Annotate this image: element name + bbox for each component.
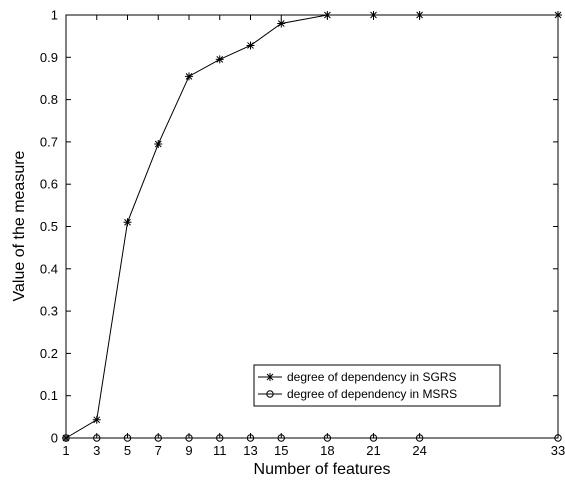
y-tick-label: 0.3 [40,304,58,319]
x-tick-label: 21 [366,443,380,458]
data-point [93,434,101,442]
legend-box [253,364,501,407]
axis-ticks: 1 3 5 7 9 11 13 15 18 21 24 3300.10.20.30.40.50.60.… [40,8,565,459]
data-point [92,415,101,424]
y-tick-label: 0 [51,431,58,446]
x-tick-label: 9 [185,443,192,458]
y-tick-label: 0.9 [40,50,58,65]
x-tick-label: 24 [412,443,426,458]
y-tick-label: 0.4 [40,261,58,276]
legend-items: degree of dependency in SGRS degree of de… [258,370,457,401]
x-tick-label: 7 [155,443,162,458]
legend-marker [266,373,274,381]
data-point [154,140,163,149]
data-point [369,434,378,442]
data-point [415,434,424,442]
data-point [216,434,224,442]
data-point [277,434,285,442]
data-point [554,434,562,442]
legend-label: degree of dependency in MSRS [287,387,457,401]
series-0 [62,11,562,442]
y-axis-title: Value of the measure [11,150,28,301]
series-layer [62,11,562,442]
y-tick-label: 0.1 [40,388,58,403]
data-point [415,11,424,19]
data-point [123,434,132,442]
x-tick-label: 11 [213,443,227,458]
legend-marker [266,390,274,398]
x-axis-title: Number of features [254,461,391,478]
series-1 [62,434,562,442]
data-point [323,434,332,442]
x-tick-label: 3 [93,443,100,458]
legend-entry: degree of dependency in MSRS [258,387,457,401]
y-tick-label: 0.7 [40,134,58,149]
data-point [369,11,378,19]
data-point [62,434,70,442]
y-tick-label: 0.6 [40,177,58,192]
y-tick-label: 0.2 [40,346,58,361]
data-point [154,434,162,442]
data-point [323,11,332,19]
data-point [554,11,562,19]
legend-entry: degree of dependency in SGRS [258,370,456,384]
data-point [185,72,193,81]
x-tick-label: 33 [551,443,565,458]
data-point [123,218,132,227]
y-tick-label: 0.5 [40,219,58,234]
data-point [277,19,286,28]
x-tick-label: 18 [320,443,334,458]
data-point [215,55,224,64]
x-tick-label: 13 [243,443,257,458]
x-tick-label: 1 [62,443,69,458]
data-point [185,434,193,442]
y-tick-label: 1 [51,8,58,23]
x-tick-label: 5 [124,443,131,458]
data-point [246,434,255,442]
data-point [246,41,255,50]
legend-label: degree of dependency in SGRS [287,370,456,384]
x-tick-label: 15 [274,443,288,458]
legend: degree of dependency in SGRS degree of de… [253,364,501,407]
series-line [65,14,558,439]
y-tick-label: 0.8 [40,92,58,107]
